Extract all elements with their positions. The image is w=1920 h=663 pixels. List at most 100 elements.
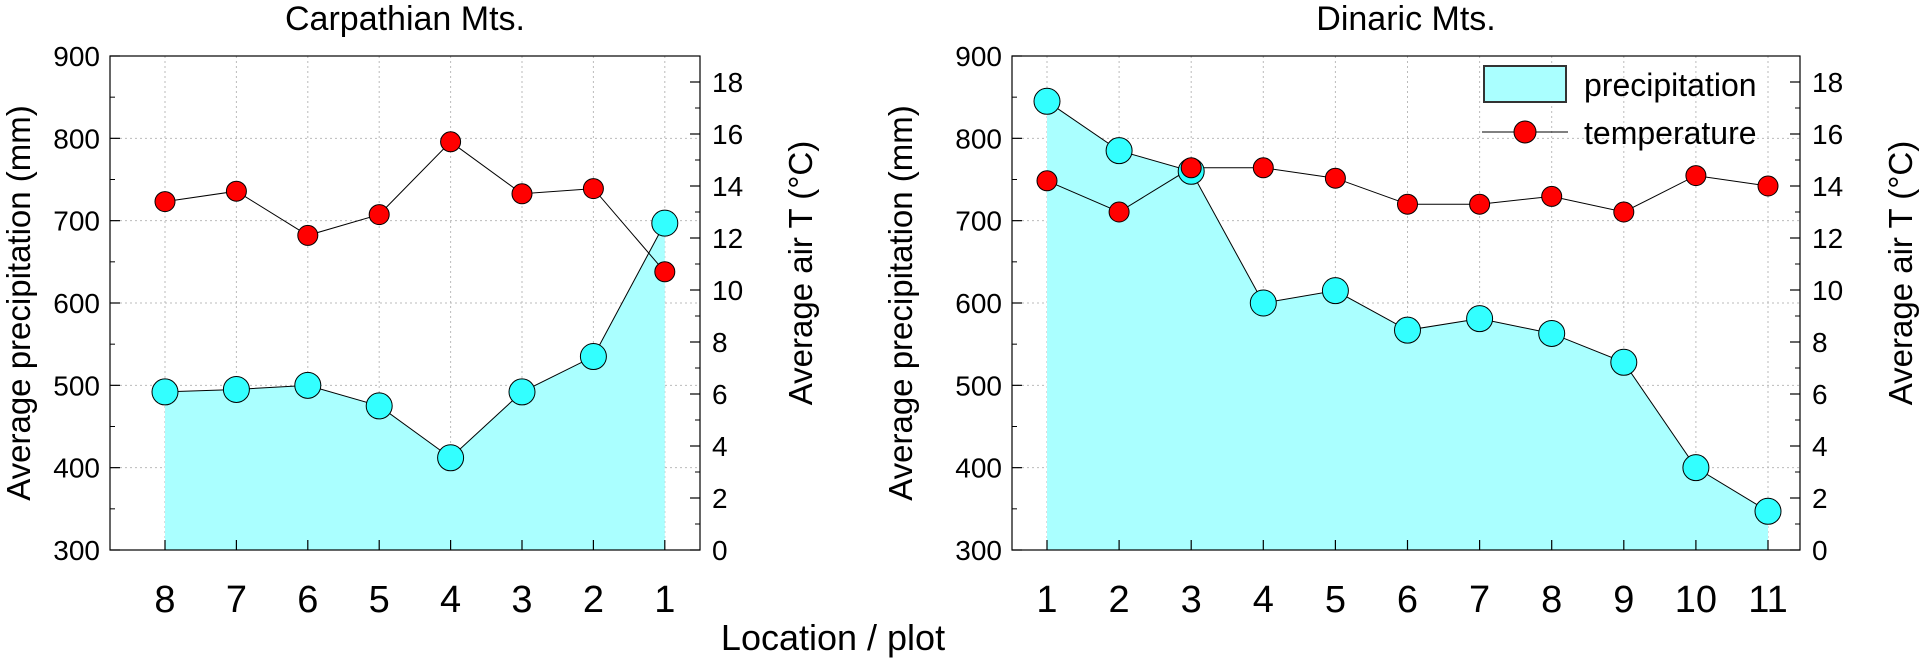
x-tick-label: 2 (1109, 579, 1130, 621)
x-tick-label: 6 (297, 579, 318, 621)
temperature-point (1397, 193, 1418, 215)
temperature-point (1757, 175, 1779, 197)
temperature-point (1469, 193, 1491, 215)
y2-tick-label: 6 (1812, 379, 1828, 410)
precipitation-area (1047, 101, 1768, 551)
temperature-point (1613, 201, 1635, 223)
y2-tick-label: 8 (1812, 327, 1828, 358)
y2-tick-label: 12 (1812, 223, 1843, 254)
x-tick-label: 4 (440, 579, 461, 621)
precipitation-point (651, 209, 679, 237)
x-tick-label: 3 (1181, 579, 1202, 621)
y2-tick-label: 4 (1812, 431, 1828, 462)
y2-tick-label: 0 (712, 535, 728, 566)
x-tick-label: 2 (583, 579, 604, 621)
y-tick-label: 300 (955, 535, 1002, 566)
x-tick-label: 5 (369, 579, 390, 621)
y2-tick-label: 16 (712, 119, 743, 150)
y-tick-label: 800 (955, 123, 1002, 154)
temperature-point (1036, 170, 1058, 192)
temperature-point (1541, 185, 1563, 207)
x-tick-label: 4 (1253, 579, 1274, 621)
y-tick-label: 900 (955, 41, 1002, 72)
y2-tick-label: 2 (1812, 483, 1828, 514)
x-tick-label: 3 (511, 579, 532, 621)
y2-tick-label: 0 (1812, 535, 1828, 566)
x-tick-label: 1 (1036, 579, 1057, 621)
x-tick-label: 5 (1325, 579, 1346, 621)
precipitation-point (1466, 305, 1494, 333)
x-tick-label: 8 (154, 579, 175, 621)
y2-tick-label: 10 (712, 275, 743, 306)
y2-tick-label: 16 (1812, 119, 1843, 150)
y-axis-label: Average precipitation (mm) (882, 105, 919, 501)
precipitation-point (1033, 87, 1061, 115)
x-tick-label: 1 (654, 579, 675, 621)
x-tick-label: 7 (1469, 579, 1490, 621)
y2-tick-label: 8 (712, 327, 728, 358)
precipitation-point (1754, 497, 1782, 525)
y-tick-label: 600 (955, 288, 1002, 319)
temperature-line (164, 141, 666, 273)
y-tick-label: 700 (955, 206, 1002, 237)
y2-tick-label: 14 (1812, 171, 1843, 202)
precipitation-point (1610, 348, 1638, 376)
precipitation-point (365, 392, 393, 420)
legend-label-temperature: temperature (1584, 115, 1757, 151)
y-tick-label: 700 (53, 206, 100, 237)
precipitation-point (437, 444, 465, 472)
precipitation-point (1682, 454, 1710, 482)
y-tick-label: 500 (955, 370, 1002, 401)
precipitation-point (222, 375, 250, 403)
temperature-point (154, 191, 176, 213)
y-axis-label: Average precipitation (mm) (0, 105, 37, 501)
x-tick-label: 6 (1397, 579, 1418, 621)
precipitation-point (1105, 137, 1133, 165)
y-tick-label: 300 (53, 535, 100, 566)
precipitation-point (1249, 289, 1277, 317)
precipitation-point (1538, 319, 1566, 347)
y2-tick-label: 2 (712, 483, 728, 514)
legend-swatch-precipitation (1483, 65, 1567, 103)
temperature-point (1108, 201, 1130, 223)
x-tick-label: 7 (226, 579, 247, 621)
temperature-point (1324, 167, 1346, 189)
temperature-point (582, 178, 604, 200)
y2-tick-label: 18 (1812, 67, 1843, 98)
y2-tick-label: 4 (712, 431, 728, 462)
x-axis-label: Location / plot (721, 617, 945, 658)
temperature-point (368, 204, 390, 226)
chart-title: Dinaric Mts. (1316, 0, 1495, 38)
temperature-point (297, 224, 319, 246)
y2-tick-label: 6 (712, 379, 728, 410)
temperature-point (1252, 157, 1274, 179)
y2-tick-label: 10 (1812, 275, 1843, 306)
precipitation-point (151, 378, 179, 406)
precipitation-area (165, 223, 665, 551)
legend: precipitation temperature (1482, 65, 1757, 151)
precipitation-point (1321, 277, 1349, 305)
precipitation-point (1394, 316, 1421, 344)
temperature-point (1180, 157, 1202, 179)
precipitation-point (294, 371, 322, 399)
y2-axis-label: Average air T (°C) (1882, 141, 1919, 405)
x-tick-label: 10 (1675, 579, 1717, 621)
y-tick-label: 800 (53, 123, 100, 154)
y-tick-label: 400 (53, 453, 100, 484)
y2-tick-label: 12 (712, 223, 743, 254)
y-tick-label: 600 (53, 288, 100, 319)
x-tick-label: 8 (1541, 579, 1562, 621)
y2-axis-label: Average air T (°C) (782, 141, 819, 405)
y-tick-label: 900 (53, 41, 100, 72)
legend-label-precipitation: precipitation (1584, 67, 1757, 103)
y2-tick-label: 18 (712, 67, 743, 98)
y-tick-label: 400 (955, 453, 1002, 484)
y2-tick-label: 14 (712, 171, 743, 202)
temperature-point (440, 131, 462, 153)
x-tick-label: 9 (1613, 579, 1634, 621)
y-tick-label: 500 (53, 370, 100, 401)
x-tick-label: 11 (1748, 579, 1787, 621)
